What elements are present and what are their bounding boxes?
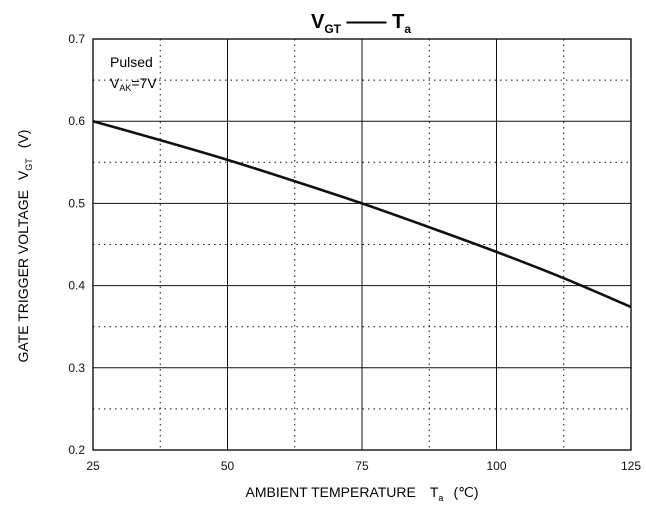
x-axis-label-text: AMBIENT TEMPERATURE xyxy=(246,484,416,500)
annotation-line2: VAK=7V xyxy=(110,75,157,93)
title-right-subscript: a xyxy=(404,22,411,36)
x-axis-symbol: T xyxy=(430,484,439,500)
y-axis-label-text: GATE TRIGGER VOLTAGE xyxy=(15,190,31,362)
x-tick-label: 100 xyxy=(486,459,506,473)
y-tick-label: 0.5 xyxy=(68,196,85,210)
y-tick-label: 0.4 xyxy=(68,279,85,293)
x-tick-label: 75 xyxy=(355,459,369,473)
y-tick-label: 0.7 xyxy=(68,32,85,46)
title-right-symbol: T xyxy=(392,11,404,33)
y-tick-label: 0.6 xyxy=(68,114,85,128)
title-left-subscript: GT xyxy=(324,22,341,36)
annotation-symbol: V xyxy=(110,75,120,91)
y-axis-unit: (V) xyxy=(15,130,31,149)
annotation-line1: Pulsed xyxy=(110,54,153,70)
x-tick-label: 125 xyxy=(621,459,641,473)
series xyxy=(92,119,632,309)
title-left-symbol: V xyxy=(311,11,325,33)
y-tick-label: 0.3 xyxy=(68,361,85,375)
y-tick-labels: 0.2 0.3 0.4 0.5 0.6 0.7 xyxy=(68,32,85,457)
x-tick-label: 25 xyxy=(86,459,100,473)
x-tick-label: 50 xyxy=(221,459,235,473)
series-line xyxy=(92,119,632,309)
title-dash: —— xyxy=(341,11,392,33)
x-tick-labels: 25 50 75 100 125 xyxy=(86,459,641,473)
y-axis-subscript: GT xyxy=(24,158,34,171)
plot-frame xyxy=(92,38,632,451)
y-axis-symbol: V xyxy=(15,170,31,180)
x-axis-label: AMBIENT TEMPERATURE Ta (℃) xyxy=(246,484,479,503)
y-tick-label: 0.2 xyxy=(68,443,85,457)
chart-title: VGT —— Ta xyxy=(311,11,411,36)
x-axis-subscript: a xyxy=(438,493,443,503)
annotation-value: =7V xyxy=(131,75,157,91)
grid xyxy=(93,39,631,450)
y-axis-label: GATE TRIGGER VOLTAGE VGT (V) xyxy=(15,130,34,363)
x-axis-unit: (℃) xyxy=(453,484,478,500)
annotation-subscript: AK xyxy=(119,83,131,93)
